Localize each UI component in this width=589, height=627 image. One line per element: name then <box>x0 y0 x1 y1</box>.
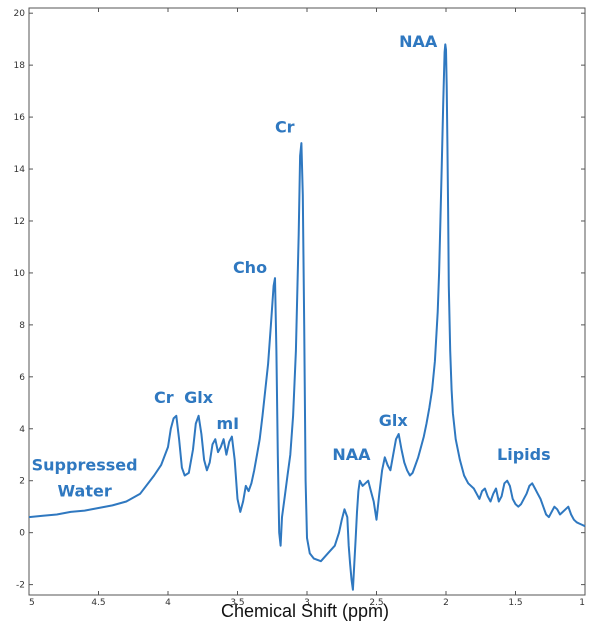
y-tick-label: 4 <box>19 425 25 435</box>
x-tick-label: 4.5 <box>91 598 105 608</box>
y-tick-label: 18 <box>14 61 26 71</box>
x-tick-label: 4 <box>165 598 171 608</box>
x-tick-label: 5 <box>29 598 35 608</box>
y-tick-label: -2 <box>16 581 25 591</box>
x-tick-label: 2 <box>443 598 449 608</box>
y-tick-label: 0 <box>19 529 25 539</box>
y-tick-label: 2 <box>19 477 25 487</box>
peak-label: Cho <box>233 258 267 277</box>
x-tick-label: 1.5 <box>508 598 522 608</box>
y-tick-label: 14 <box>14 165 26 175</box>
peak-label: Cr <box>154 388 174 407</box>
peak-label: Glx <box>379 411 409 430</box>
y-tick-label: 12 <box>14 217 25 227</box>
y-tick-label: 16 <box>14 113 26 123</box>
peak-label: NAA <box>332 445 371 464</box>
x-axis-title: Chemical Shift (ppm) <box>221 601 389 621</box>
x-tick-label: 1 <box>579 598 585 608</box>
peak-label: Glx <box>184 388 214 407</box>
peak-label: Suppressed <box>32 455 138 474</box>
y-tick-label: 10 <box>14 269 26 279</box>
peak-label: Cr <box>275 118 295 137</box>
peak-label: Water <box>57 481 111 500</box>
peak-label: NAA <box>399 32 438 51</box>
y-tick-label: 6 <box>19 373 25 383</box>
peak-label: mI <box>216 414 239 433</box>
y-tick-label: 8 <box>19 321 25 331</box>
peak-label: Lipids <box>497 445 551 464</box>
y-tick-label: 20 <box>14 9 26 19</box>
